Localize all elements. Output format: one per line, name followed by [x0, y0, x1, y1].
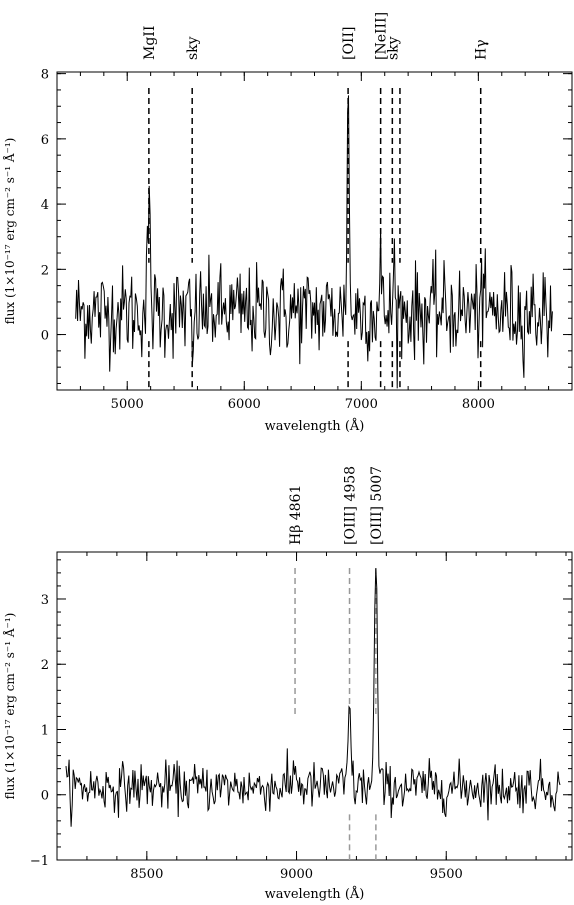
marker-label: Hβ 4861: [288, 485, 304, 545]
spectrum-line: [75, 95, 553, 389]
x-axis-label: wavelength (Å): [265, 886, 365, 902]
spectrum-panel-1: 5000 6000 7000 8000 0 2 4 6 8 wavelength (Å) flux …: [2, 12, 573, 434]
marker-label: sky: [185, 36, 201, 60]
marker-label: Hγ: [474, 39, 490, 60]
marker-label: sky: [385, 36, 401, 60]
y-tick-label: 8: [41, 68, 49, 83]
x-tick-label: 5000: [111, 397, 144, 412]
marker-label: [OIII] 5007: [369, 466, 385, 545]
y-tick-label: 2: [41, 658, 49, 673]
y-tick-label: 0: [41, 329, 49, 344]
y-axis-label: flux (1×10⁻¹⁷ erg cm⁻² s⁻¹ Å⁻¹): [2, 613, 17, 800]
marker-label: [OII]: [341, 27, 357, 60]
y-axis-label: flux (1×10⁻¹⁷ erg cm⁻² s⁻¹ Å⁻¹): [2, 138, 17, 325]
x-tick-label: 9500: [430, 867, 463, 882]
x-tick-label: 8500: [130, 867, 163, 882]
y-tick-label: 2: [41, 263, 49, 278]
y-tick-label: 3: [41, 593, 49, 608]
y-tick-label: 1: [41, 723, 49, 738]
y-tick-label: −1: [30, 854, 49, 869]
x-tick-label: 6000: [228, 397, 261, 412]
spectrum-line: [65, 568, 561, 827]
x-axis-label: wavelength (Å): [265, 418, 365, 434]
spectrum-panel-2: 8500 9000 9500 −1 0 1 2 3 wavelength (Å) flux (1×…: [2, 466, 573, 902]
x-tick-label: 8000: [462, 397, 495, 412]
y-tick-label: 0: [41, 789, 49, 804]
y-tick-label: 6: [41, 133, 49, 148]
x-tick-label: 7000: [345, 397, 378, 412]
plot-frame: [56, 71, 573, 391]
marker-label: MgII: [142, 26, 158, 60]
plot-frame: [56, 551, 573, 861]
x-tick-label: 9000: [280, 867, 313, 882]
marker-label: [NeIII]: [374, 12, 390, 60]
y-tick-label: 4: [41, 198, 49, 213]
marker-label: [OIII] 4958: [343, 466, 359, 545]
